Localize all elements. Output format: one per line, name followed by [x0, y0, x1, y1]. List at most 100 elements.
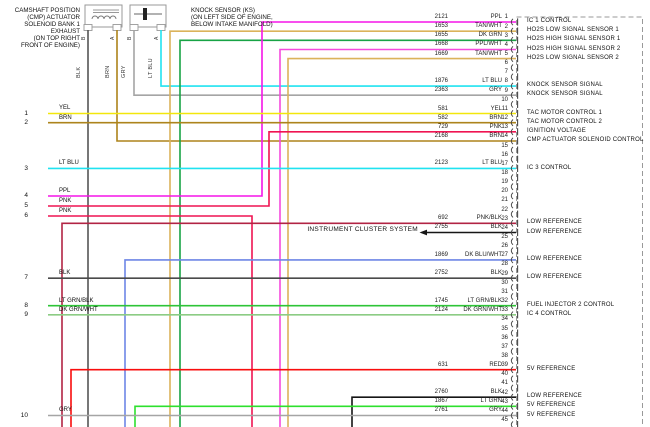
circuit-color-code: PNK/BLK	[476, 215, 502, 222]
circuit-color-code: PNK	[489, 123, 502, 130]
pin-terminal-icon	[510, 375, 514, 383]
pin-terminal-icon	[510, 155, 514, 163]
pin-terminal-icon	[510, 109, 514, 118]
circuit-number: 2124	[434, 306, 448, 313]
wire-color-vlabel: BRN	[104, 65, 111, 78]
circuit-color-code: GRY	[489, 87, 502, 94]
pin-function-label: HO2S HIGH SIGNAL SENSOR 2	[527, 45, 621, 52]
circuit-number: 2760	[434, 389, 448, 396]
pin-function-label: IC 1 CONTROL	[527, 18, 572, 25]
pin-number-19: 19	[501, 179, 508, 186]
circuit-color-code: LT BLU	[482, 78, 502, 85]
pin-number-29: 29	[501, 270, 508, 277]
wire-red-5vref	[70, 368, 516, 427]
left-tap-color: DK GRN/WHT	[59, 306, 98, 313]
piezo-element-icon	[143, 8, 147, 20]
pin-terminal-icon	[510, 192, 514, 200]
pin-terminal-icon	[510, 91, 514, 99]
circuit-number: 1869	[434, 251, 448, 258]
pin-number-26: 26	[501, 243, 508, 250]
circuit-color-code: PPL	[490, 14, 502, 20]
wire-cmp-brn	[116, 30, 516, 142]
left-tap-color: LT BLU	[59, 160, 79, 167]
pin-number-41: 41	[501, 380, 508, 387]
pin-function-label: FUEL INJECTOR 2 CONTROL	[527, 301, 615, 308]
circuit-number: 2755	[434, 224, 448, 231]
pin-function-label: CMP ACTUATOR SOLENOID CONTROL	[527, 137, 644, 144]
pin-function-label: HO2S LOW SIGNAL SENSOR 2	[527, 54, 619, 61]
pin-terminal-icon	[510, 347, 514, 355]
circuit-color-code: BLK	[490, 270, 502, 277]
pin-terminal-icon	[510, 302, 514, 310]
circuit-color-code: DK GRN	[478, 32, 502, 39]
pin-terminal-icon	[510, 183, 514, 191]
circuit-number: 1653	[434, 23, 448, 30]
circuit-number: 1655	[434, 32, 448, 39]
circuit-number: 2123	[434, 160, 448, 167]
pin-number-39: 39	[501, 362, 508, 369]
pin-terminal-icon	[510, 100, 514, 108]
pin-terminal-icon	[510, 137, 514, 145]
pin-number-10: 10	[501, 96, 508, 103]
pin-number-8: 8	[504, 78, 508, 85]
left-arrow-icon	[419, 229, 427, 236]
pin-number-32: 32	[501, 298, 508, 305]
circuit-color-code: GRY	[489, 407, 502, 414]
circuit-number: 581	[437, 105, 448, 112]
pin-number-23: 23	[501, 215, 508, 222]
pin-function-label: 5V REFERENCE	[527, 411, 576, 418]
pin-terminal-icon	[510, 174, 514, 182]
pin-terminal-icon	[510, 128, 514, 136]
circuit-color-code: BRN	[489, 132, 502, 139]
wire-tanwht-sensor2	[287, 57, 516, 427]
left-tap-number-4: 4	[24, 192, 28, 200]
pin-number-31: 31	[501, 288, 508, 295]
component-pin-letter: B	[126, 36, 133, 40]
pin-number-15: 15	[501, 142, 508, 149]
pin-terminal-icon	[510, 64, 514, 72]
circuit-number: 582	[437, 114, 448, 121]
circuit-number: 1867	[434, 398, 448, 405]
pin-number-24: 24	[501, 224, 508, 231]
coil-icon	[91, 15, 117, 20]
pin-number-9: 9	[504, 87, 508, 94]
pin-terminal-icon	[510, 357, 514, 365]
wire-tanwht-sensor1	[169, 30, 516, 427]
pin-terminal-icon	[510, 411, 514, 420]
pin-terminal-icon	[510, 402, 514, 410]
pin-number-12: 12	[501, 115, 508, 122]
circuit-color-code: RED	[489, 361, 502, 368]
left-tap-color: BLK	[59, 270, 71, 276]
pin-terminal-icon	[510, 274, 514, 282]
pin-terminal-icon	[510, 265, 514, 273]
circuit-number: 2121	[434, 14, 448, 20]
wire-ppl-ic1	[48, 21, 516, 197]
left-tap-number-3: 3	[24, 164, 28, 172]
wire-color-vlabel: BLK	[75, 66, 82, 78]
pin-number-33: 33	[501, 307, 508, 314]
pin-terminal-icon	[510, 393, 514, 401]
pin-terminal-icon	[510, 18, 514, 26]
pin-function-label: LOW REFERENCE	[527, 256, 582, 262]
pin-terminal-icon	[510, 283, 514, 291]
pin-terminal-icon	[510, 82, 514, 90]
pin-terminal-icon	[510, 338, 514, 346]
pin-number-38: 38	[501, 352, 508, 359]
wire-pnkblk-lowref	[61, 222, 516, 427]
instrument-cluster-annotation: INSTRUMENT CLUSTER SYSTEM	[307, 225, 418, 233]
pin-number-20: 20	[501, 188, 508, 195]
pin-number-37: 37	[501, 343, 508, 350]
pin-terminal-icon	[510, 320, 514, 328]
circuit-color-code: TAN/WHT	[475, 50, 502, 57]
wire-pnk-down	[48, 215, 253, 427]
circuit-number: 1669	[434, 50, 448, 57]
wire-color-vlabel: GRY	[120, 65, 127, 78]
pin-number-7: 7	[504, 69, 508, 76]
pin-function-label: HO2S LOW SIGNAL SENSOR 1	[527, 27, 619, 34]
left-tap-color: PNK	[59, 197, 72, 204]
wire-color-vlabel: LT BLU	[147, 58, 154, 78]
cmp-solenoid-symbol	[83, 4, 123, 31]
circuit-color-code: DK BLU/WHT	[464, 251, 502, 258]
pin-function-label: LOW REFERENCE	[527, 228, 582, 235]
circuit-number: 729	[437, 123, 448, 130]
